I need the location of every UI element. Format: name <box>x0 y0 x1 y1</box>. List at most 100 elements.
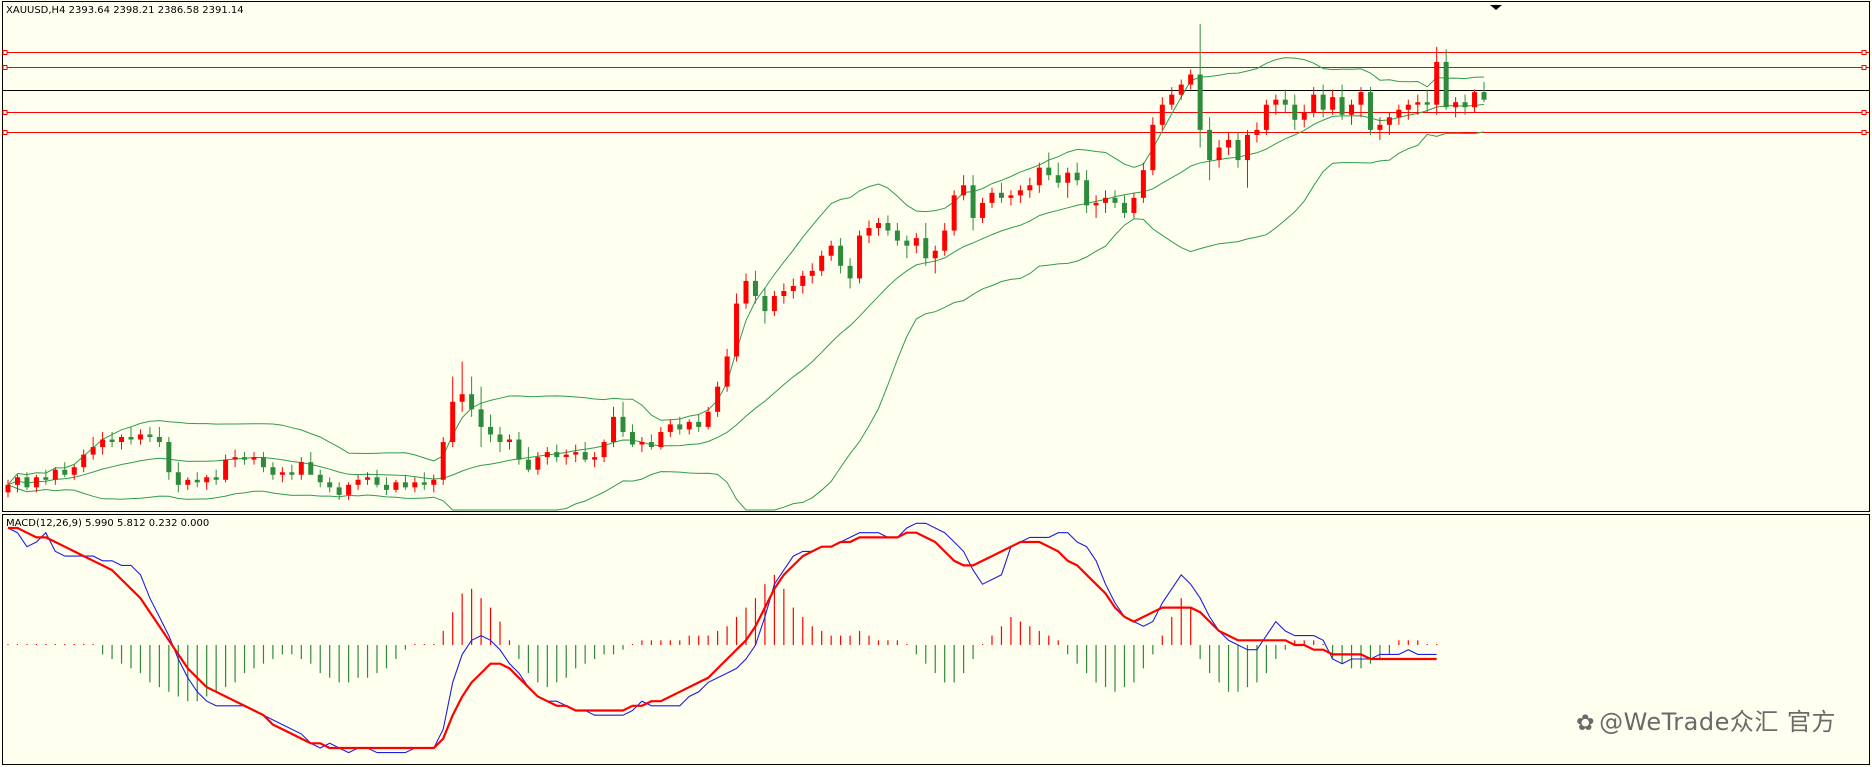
candle-body <box>109 439 115 443</box>
candle <box>1311 87 1317 118</box>
candle-body <box>242 457 248 460</box>
candle-body <box>790 285 796 291</box>
macd-pane-border <box>2 514 1870 765</box>
candle <box>658 426 664 450</box>
candle-body <box>1377 124 1383 130</box>
candle <box>819 250 825 276</box>
candle-body <box>1121 202 1127 213</box>
candle <box>677 416 683 435</box>
candle-body <box>279 472 285 475</box>
candle-body <box>1311 94 1317 113</box>
candle <box>317 469 323 488</box>
candle <box>752 270 758 304</box>
candle <box>1112 190 1118 208</box>
candle-body <box>1415 102 1421 105</box>
candle <box>1027 177 1033 198</box>
candle-body <box>1273 99 1279 105</box>
candle-body <box>308 462 314 475</box>
candle <box>242 452 248 465</box>
candle-body <box>535 457 541 470</box>
candle-body <box>875 223 881 229</box>
candle-body <box>1103 197 1109 203</box>
open-value: 2393.64 <box>68 5 110 16</box>
candle <box>1178 79 1184 100</box>
candle <box>1405 99 1411 120</box>
candle-body <box>800 275 806 286</box>
candle <box>1481 82 1487 103</box>
candle-body <box>450 401 456 443</box>
candle <box>1472 89 1478 113</box>
candle-body <box>1349 104 1355 115</box>
candle-body <box>913 238 919 246</box>
candle <box>109 431 115 448</box>
candle-body <box>213 477 219 480</box>
candle <box>488 414 494 443</box>
candle <box>828 240 834 261</box>
candle-body <box>497 434 503 443</box>
candle-body <box>1074 172 1080 181</box>
candle-body <box>1178 84 1184 95</box>
candle <box>923 223 929 266</box>
candle <box>1226 132 1232 156</box>
candle-body <box>137 434 143 440</box>
level-handle-right <box>1861 130 1867 135</box>
candle-body <box>270 467 276 475</box>
candle <box>838 238 844 274</box>
candle <box>71 464 77 480</box>
candle-body <box>289 472 295 475</box>
candle <box>1008 190 1014 206</box>
candle <box>137 429 143 445</box>
bollinger-lower-band <box>7 131 1485 511</box>
candle <box>43 469 49 485</box>
candle <box>620 401 626 437</box>
candle-body <box>809 270 815 276</box>
candle <box>1046 152 1052 181</box>
candle <box>223 454 229 483</box>
candle-body <box>980 202 986 218</box>
candle <box>611 406 617 448</box>
candle-body <box>90 447 96 455</box>
candle-body <box>563 454 569 458</box>
candle <box>790 278 796 299</box>
candle-body <box>601 442 607 458</box>
candle-body <box>1330 97 1336 110</box>
candle <box>1453 97 1459 118</box>
candle <box>440 436 446 485</box>
candle <box>100 431 106 455</box>
candle-body <box>128 436 134 440</box>
candle <box>771 290 777 317</box>
candle-body <box>62 469 68 475</box>
candle <box>989 187 995 208</box>
candle <box>459 361 465 412</box>
horizontal-levels[interactable] <box>2 50 1869 135</box>
candle <box>119 434 125 450</box>
candle-body <box>336 487 342 495</box>
candle-body <box>71 467 77 475</box>
candle-body <box>24 477 30 488</box>
candle <box>393 479 399 493</box>
candle <box>450 376 456 448</box>
candle-body <box>762 296 768 312</box>
candle <box>1330 89 1336 115</box>
candle <box>1084 170 1090 213</box>
candle <box>904 235 910 259</box>
candle <box>715 381 721 417</box>
candle <box>1339 84 1345 120</box>
candle-body <box>119 436 125 443</box>
candle <box>1377 117 1383 140</box>
candle <box>1282 89 1288 113</box>
candle <box>469 376 475 417</box>
candle <box>289 464 295 480</box>
macd-line <box>7 522 1437 754</box>
candle <box>951 190 957 236</box>
candle <box>33 474 39 493</box>
level-handle-right <box>1861 65 1867 70</box>
candle-body <box>677 424 683 430</box>
candle <box>1103 190 1109 213</box>
candle <box>1055 162 1061 188</box>
candle <box>648 434 654 450</box>
high-value: 2398.21 <box>113 5 155 16</box>
candle-body <box>516 439 522 460</box>
